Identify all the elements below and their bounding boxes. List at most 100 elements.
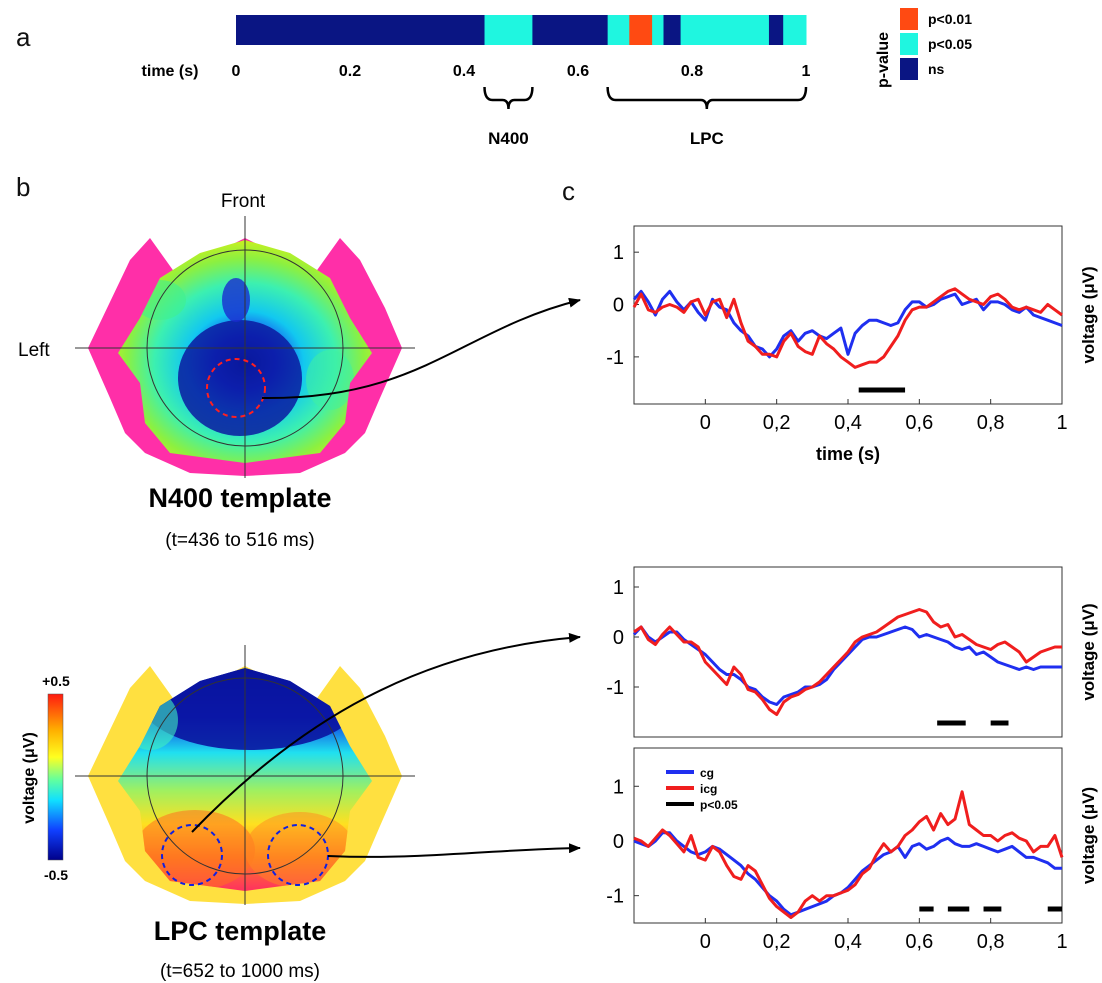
erp-plot-n400: -1 0 1 0 0,2 0,4 0,6 0,8 1 voltage (μV) time (s) [606, 225, 1098, 464]
colorbar-max-label: +0.5 [42, 673, 70, 689]
n400-topomap-blobs [134, 278, 354, 436]
lpc-template-subtitle: (t=652 to 1000 ms) [160, 961, 320, 982]
x-axis-label: time (s) [816, 444, 880, 464]
series-line-cg [633, 831, 1062, 917]
y-tick-label: -1 [606, 886, 624, 908]
legend-label-p01: p<0.01 [928, 11, 972, 27]
timeline-tick-label: 0.2 [339, 63, 361, 80]
timeline-segment-p05 [783, 15, 807, 45]
roi-arrows [191, 297, 581, 858]
window-brace-n400 [483, 86, 534, 110]
x-tick-label: 0,4 [834, 931, 862, 953]
legend-entry-cg: cg [700, 766, 714, 780]
y-axis-label: voltage (μV) [1079, 787, 1098, 884]
y-tick-label: -1 [606, 677, 624, 699]
window-label-n400: N400 [488, 129, 529, 148]
x-tick-label: 1 [1056, 931, 1067, 953]
erp-plot-lpc-right: -1 0 1 0 0,2 0,4 0,6 0,8 1 voltage (μV) cg icg p<0.0… [606, 747, 1098, 953]
timeline-axis-label: time (s) [142, 63, 199, 80]
colorbar-min-label: -0.5 [44, 867, 68, 883]
y-tick-label: 0 [613, 295, 624, 317]
p-value-legend-title: p-value [875, 32, 892, 88]
series-line-icg [633, 608, 1062, 716]
timeline-tick-label: 0.6 [567, 63, 589, 80]
x-tick-label: 0 [700, 412, 711, 434]
timeline-tick-label: 0.4 [453, 63, 475, 80]
arrow-left-roi-to-middle-plot [191, 632, 581, 833]
panel-letter-a: a [16, 22, 31, 52]
lpc-topomap: LPC template (t=652 to 1000 ms) [75, 645, 415, 982]
lpc-right-posterior-blob [245, 812, 355, 888]
x-tick-label: 0,8 [977, 412, 1005, 434]
y-axis-label: voltage (μV) [1079, 603, 1098, 700]
series-line-icg [633, 790, 1064, 919]
colorbar-gradient [47, 693, 64, 861]
legend-entry-sig: p<0.05 [700, 798, 738, 812]
y-tick-label: 0 [613, 627, 624, 649]
lpc-left-posterior-blob [135, 810, 255, 890]
lpc-template-title: LPC template [154, 916, 327, 946]
n400-frontal-blob [222, 278, 250, 322]
lpc-left-roi-circle [161, 824, 223, 886]
p-value-legend: p-value p<0.01 p<0.05 ns [875, 8, 972, 88]
n400-negativity-blob [178, 320, 302, 436]
timeline-tick-label: 1 [802, 63, 811, 80]
timeline-segment-ns [236, 15, 486, 45]
y-axis-label: voltage (μV) [1079, 266, 1098, 363]
timeline-segment-p01 [629, 15, 653, 45]
erp-plot-lpc-left: -1 0 1 voltage (μV) [606, 566, 1098, 738]
legend-label-p05: p<0.05 [928, 36, 972, 52]
legend-entry-icg: icg [700, 782, 717, 796]
y-tick-label: 0 [613, 831, 624, 853]
left-label: Left [18, 340, 50, 361]
timeline-window-braces: N400 LPC [483, 86, 808, 148]
y-tick-label: 1 [613, 577, 624, 599]
timeline-segments [236, 15, 807, 45]
timeline-segment-p05 [652, 15, 664, 45]
panel-letter-c: c [562, 176, 575, 206]
x-tick-label: 0,8 [977, 931, 1005, 953]
n400-template-subtitle: (t=436 to 516 ms) [165, 530, 314, 551]
plot-frame [633, 225, 1063, 405]
colorbar-label: voltage (μV) [21, 732, 38, 824]
x-tick-label: 0,2 [763, 412, 791, 434]
y-tick-label: 1 [613, 776, 624, 798]
timeline-tick-labels: 0 0.2 0.4 0.6 0.8 1 [232, 63, 811, 80]
lpc-right-roi-circle [267, 824, 329, 886]
x-tick-label: 0,6 [905, 412, 933, 434]
legend-label-ns: ns [928, 61, 945, 77]
x-tick-label: 0 [700, 931, 711, 953]
p-value-legend-items: p<0.01 p<0.05 ns [900, 8, 972, 80]
plot-frame [633, 747, 1063, 924]
voltage-colorbar: +0.5 -0.5 voltage (μV) [21, 673, 70, 883]
series-line-cg [632, 289, 1063, 359]
series-line-cg [632, 625, 1062, 706]
x-tick-label: 0,6 [905, 931, 933, 953]
panel-letter-b: b [16, 172, 30, 202]
legend-swatch-p01 [900, 8, 918, 30]
n400-topomap: Front Left N400 template (t=436 to 516 m… [18, 191, 415, 551]
timeline-segment-ns [532, 15, 609, 45]
timeline-segment-p05 [680, 15, 770, 45]
x-tick-label: 1 [1056, 412, 1067, 434]
n400-right-blob [306, 350, 354, 410]
y-tick-label: 1 [613, 242, 624, 264]
window-brace-lpc [606, 86, 808, 110]
n400-template-title: N400 template [148, 483, 331, 513]
significance-timeline: time (s) 0 0.2 0.4 0.6 0.8 1 N400 LPC [142, 15, 811, 148]
arrow-n400-to-top-plot [261, 297, 581, 400]
x-tick-label: 0,2 [763, 931, 791, 953]
timeline-segment-p05 [484, 15, 533, 45]
arrow-right-roi-to-bottom-plot [327, 843, 581, 858]
n400-roi-circle [206, 358, 266, 418]
timeline-tick-label: 0 [232, 63, 241, 80]
timeline-segment-ns [768, 15, 784, 45]
timeline-segment-p05 [607, 15, 630, 45]
timeline-segment-ns [663, 15, 682, 45]
x-tick-label: 0,4 [834, 412, 862, 434]
legend-swatch-p05 [900, 33, 918, 55]
timeline-tick-label: 0.8 [681, 63, 703, 80]
front-label: Front [221, 191, 266, 212]
legend-swatch-ns [900, 58, 918, 80]
